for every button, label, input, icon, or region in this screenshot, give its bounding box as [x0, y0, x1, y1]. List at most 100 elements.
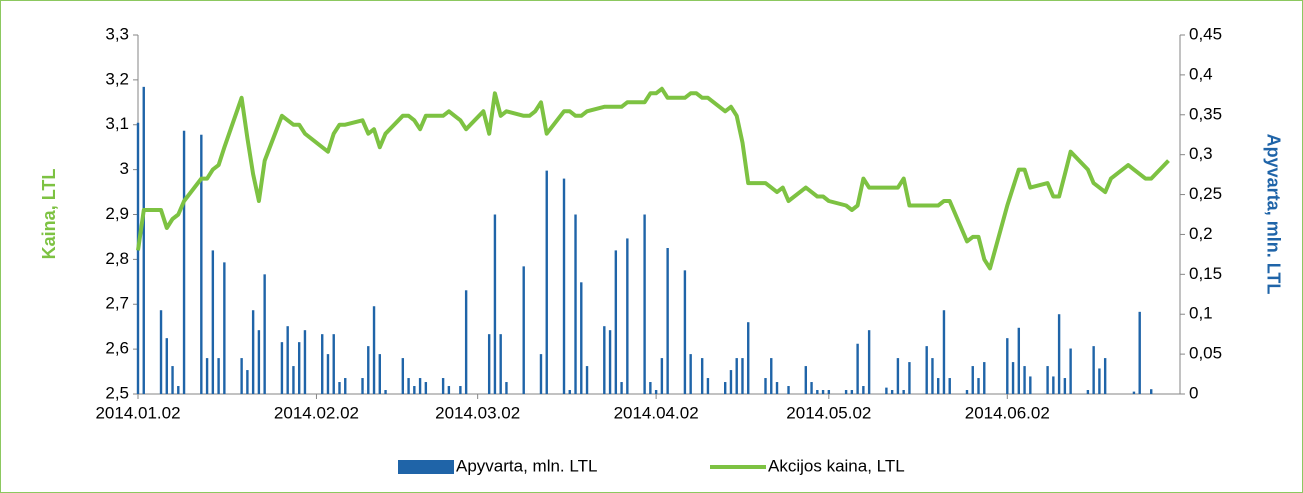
- bar: [1069, 348, 1072, 394]
- bar: [856, 343, 859, 394]
- bar: [522, 266, 525, 394]
- bar: [182, 130, 186, 394]
- bar: [654, 390, 658, 394]
- bar: [787, 386, 790, 394]
- bar: [297, 342, 301, 394]
- bar: [424, 382, 428, 394]
- bar: [499, 334, 502, 394]
- y-tick-label: 2,7: [105, 294, 129, 313]
- bar: [1103, 358, 1107, 394]
- y2-axis-title: Apyvarta, mln. LTL: [1263, 134, 1283, 295]
- bar: [660, 358, 664, 394]
- bar: [240, 358, 243, 394]
- bar: [1046, 366, 1049, 394]
- bar: [459, 386, 462, 394]
- bar: [159, 310, 163, 394]
- bar: [580, 282, 583, 394]
- x-tick-label: 2014.04.02: [614, 403, 699, 422]
- y-tick-label: 2,8: [105, 249, 129, 268]
- y2-tick-label: 0,45: [1189, 24, 1222, 43]
- bar: [401, 358, 405, 394]
- bar: [683, 270, 687, 394]
- bar: [487, 334, 491, 394]
- bar: [890, 390, 894, 394]
- bar: [942, 310, 946, 394]
- bar: [816, 390, 819, 394]
- y2-tick-label: 0,05: [1189, 344, 1222, 363]
- x-tick-label: 2014.03.02: [435, 403, 520, 422]
- bar: [741, 358, 744, 394]
- y-tick-label: 2,9: [105, 204, 129, 223]
- bar: [1150, 389, 1153, 394]
- bar: [1057, 314, 1061, 394]
- bar: [332, 334, 335, 394]
- bar: [246, 370, 249, 394]
- bar: [223, 262, 226, 394]
- bar: [326, 354, 330, 394]
- x-tick-label: 2014.06.02: [965, 403, 1050, 422]
- bar: [827, 390, 831, 394]
- bar: [447, 386, 451, 394]
- y-tick-label: 2,5: [105, 383, 129, 402]
- bar: [608, 330, 612, 394]
- bar: [280, 342, 284, 394]
- bar: [205, 358, 209, 394]
- bar: [505, 382, 508, 394]
- bar: [200, 134, 203, 394]
- bar: [626, 238, 629, 394]
- bar: [931, 358, 934, 394]
- bar: [545, 170, 548, 394]
- bar: [493, 214, 497, 394]
- bar: [1006, 338, 1009, 394]
- bar: [965, 390, 969, 394]
- bar: [643, 214, 646, 394]
- bar: [1017, 327, 1021, 394]
- bar: [977, 378, 980, 394]
- bar: [165, 338, 168, 394]
- x-tick-label: 2014.01.02: [95, 403, 180, 422]
- bar: [1092, 346, 1095, 394]
- bar: [764, 378, 767, 394]
- y-tick-label: 3: [120, 159, 129, 178]
- bar: [729, 370, 733, 394]
- bar: [666, 248, 669, 394]
- bar: [367, 346, 370, 394]
- bar: [136, 122, 140, 394]
- bar: [263, 274, 266, 394]
- bar: [724, 382, 727, 394]
- bar: [217, 358, 220, 394]
- bar: [706, 378, 710, 394]
- y2-tick-label: 0,2: [1189, 224, 1213, 243]
- bar: [747, 322, 750, 394]
- bar: [568, 390, 571, 394]
- bar: [177, 386, 180, 394]
- bar: [372, 306, 376, 394]
- bar: [689, 354, 692, 394]
- y2-tick-label: 0,25: [1189, 184, 1222, 203]
- bar: [937, 378, 940, 394]
- bar: [413, 386, 416, 394]
- y2-tick-label: 0,3: [1189, 144, 1213, 163]
- bar: [585, 366, 589, 394]
- legend-label: Apyvarta, mln. LTL: [456, 456, 597, 475]
- bar: [735, 358, 738, 394]
- bar: [321, 334, 324, 394]
- bar: [620, 382, 623, 394]
- bar: [804, 366, 808, 394]
- y-tick-label: 3,3: [105, 24, 129, 43]
- bar: [251, 310, 255, 394]
- bar: [821, 390, 825, 394]
- bar: [257, 330, 261, 394]
- x-tick-label: 2014.02.02: [274, 403, 359, 422]
- bar: [862, 386, 865, 394]
- bar: [844, 390, 848, 394]
- bar: [303, 330, 307, 394]
- bar: [1132, 391, 1136, 394]
- bar: [292, 366, 295, 394]
- bar: [948, 378, 951, 394]
- bar: [1052, 376, 1055, 394]
- legend-swatch: [398, 460, 454, 474]
- bar: [1086, 390, 1090, 394]
